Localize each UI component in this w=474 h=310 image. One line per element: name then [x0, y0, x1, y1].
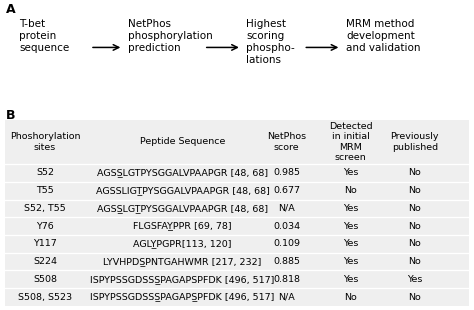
Text: Yes: Yes	[343, 239, 358, 248]
Text: No: No	[409, 204, 421, 213]
Text: A: A	[6, 3, 15, 16]
Text: S52, T55: S52, T55	[24, 204, 66, 213]
Text: No: No	[409, 239, 421, 248]
Text: No: No	[345, 186, 357, 195]
Text: Yes: Yes	[343, 168, 358, 177]
Text: 0.885: 0.885	[273, 257, 300, 266]
Text: ISPYPSSGDSSS̲PAGAPS̲PFDK [496, 517]: ISPYPSSGDSSS̲PAGAPS̲PFDK [496, 517]	[91, 293, 274, 302]
Text: N/A: N/A	[278, 293, 295, 302]
Text: No: No	[409, 222, 421, 231]
Text: AGSSLIGT̲PYSGGALVPAAPGR [48, 68]: AGSSLIGT̲PYSGGALVPAAPGR [48, 68]	[96, 186, 269, 195]
Text: NetPhos
phosphorylation
prediction: NetPhos phosphorylation prediction	[128, 19, 213, 53]
Text: B: B	[6, 109, 15, 122]
Text: Yes: Yes	[343, 275, 358, 284]
Text: Y76: Y76	[36, 222, 54, 231]
Text: T55: T55	[36, 186, 54, 195]
Text: MRM method
development
and validation: MRM method development and validation	[346, 19, 420, 53]
Text: Previously
published: Previously published	[391, 132, 439, 152]
Text: No: No	[409, 168, 421, 177]
Text: S508: S508	[33, 275, 57, 284]
Text: Phoshorylation
sites: Phoshorylation sites	[10, 132, 80, 152]
Text: No: No	[409, 257, 421, 266]
Text: 0.818: 0.818	[273, 275, 300, 284]
Text: S508, S523: S508, S523	[18, 293, 72, 302]
Text: Yes: Yes	[407, 275, 422, 284]
Text: Yes: Yes	[343, 222, 358, 231]
Text: No: No	[345, 293, 357, 302]
Text: Detected
in initial
MRM
screen: Detected in initial MRM screen	[329, 122, 373, 162]
Text: No: No	[409, 186, 421, 195]
Text: N/A: N/A	[278, 204, 295, 213]
Text: 0.109: 0.109	[273, 239, 300, 248]
FancyBboxPatch shape	[5, 120, 469, 306]
Text: AGLY̲PGPR[113, 120]: AGLY̲PGPR[113, 120]	[133, 239, 232, 248]
Text: Highest
scoring
phospho-
lations: Highest scoring phospho- lations	[246, 19, 295, 65]
Text: AGSS̲LGTPYSGGALVPAAPGR [48, 68]: AGSS̲LGTPYSGGALVPAAPGR [48, 68]	[97, 168, 268, 177]
Text: FLGSFAY̲PPR [69, 78]: FLGSFAY̲PPR [69, 78]	[133, 222, 232, 231]
Text: S224: S224	[33, 257, 57, 266]
Text: ISPYPSSGDSSS̲PAGAPSPFDK [496, 517]: ISPYPSSGDSSS̲PAGAPSPFDK [496, 517]	[91, 275, 274, 284]
Text: T-bet
protein
sequence: T-bet protein sequence	[19, 19, 69, 53]
Text: Yes: Yes	[343, 204, 358, 213]
Text: S52: S52	[36, 168, 54, 177]
Text: Y117: Y117	[33, 239, 57, 248]
Text: Yes: Yes	[343, 257, 358, 266]
Text: 0.677: 0.677	[273, 186, 300, 195]
Text: No: No	[409, 293, 421, 302]
Text: AGSS̲LGT̲PYSGGALVPAAPGR [48, 68]: AGSS̲LGT̲PYSGGALVPAAPGR [48, 68]	[97, 204, 268, 213]
Text: NetPhos
score: NetPhos score	[267, 132, 306, 152]
Text: 0.034: 0.034	[273, 222, 301, 231]
Text: Peptide Sequence: Peptide Sequence	[140, 137, 225, 146]
Text: 0.985: 0.985	[273, 168, 300, 177]
Text: LYVHPDS̲PNTGAHWMR [217, 232]: LYVHPDS̲PNTGAHWMR [217, 232]	[103, 257, 262, 266]
